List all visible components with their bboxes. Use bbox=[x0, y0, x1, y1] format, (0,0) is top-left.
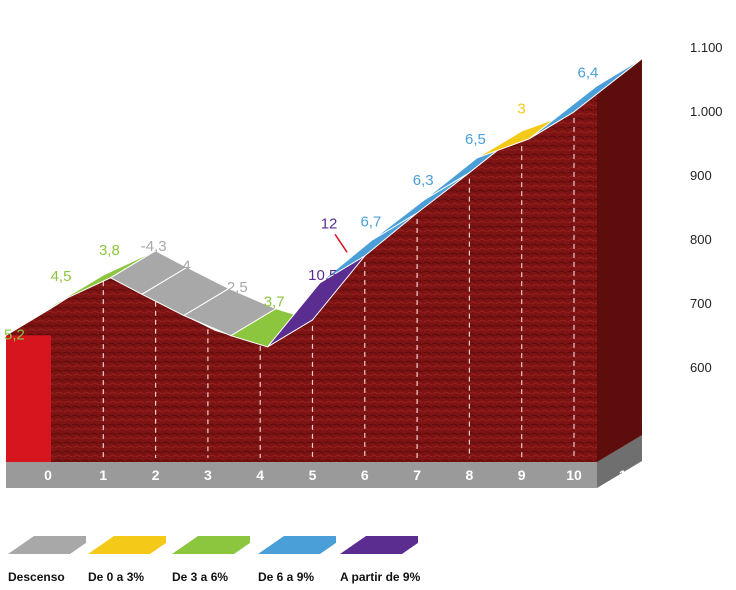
km-tick-label: 10 bbox=[566, 467, 582, 483]
km-tick-label: 8 bbox=[466, 467, 474, 483]
gradient-legend: Descenso De 0 a 3% De 3 a 6% De 6 a 9% A par… bbox=[0, 532, 736, 590]
gradient-label: 6,4 bbox=[577, 64, 598, 81]
gradient-label: 6,7 bbox=[360, 213, 381, 230]
altitude-tick-label: 900 bbox=[690, 168, 712, 183]
legend-swatch bbox=[172, 536, 250, 554]
gradient-segments bbox=[5, 58, 643, 348]
gradient-label: 3 bbox=[517, 100, 525, 117]
profile-front-face bbox=[6, 85, 597, 462]
legend-swatch bbox=[258, 536, 336, 554]
altitude-tick-label: 800 bbox=[690, 232, 712, 247]
gradient-label: -4 bbox=[177, 257, 190, 274]
legend-swatch-shape bbox=[172, 536, 250, 554]
altitude-tick-labels: 600 700 800 900 1.000 1.100 bbox=[690, 40, 723, 375]
gradient-label: -4,3 bbox=[141, 238, 167, 255]
gradient-label: -2,5 bbox=[222, 279, 248, 296]
legend-swatch-shape bbox=[88, 536, 166, 554]
km-tick-labels: 0 1 2 3 4 5 6 7 8 9 10 11 bbox=[44, 467, 634, 483]
legend-label: Descenso bbox=[8, 570, 65, 584]
km-tick-label: 2 bbox=[152, 467, 160, 483]
km-tick-label: 3 bbox=[204, 467, 212, 483]
km-tick-label: 11 bbox=[619, 467, 634, 483]
gradient-label: 3,7 bbox=[264, 293, 285, 310]
km-tick-label: 5 bbox=[309, 467, 317, 483]
km-tick-label: 0 bbox=[44, 467, 52, 483]
km-tick-label: 1 bbox=[99, 467, 107, 483]
km-tick-label: 7 bbox=[413, 467, 421, 483]
gradient-label: 6,3 bbox=[413, 172, 434, 189]
gradient-label: 6,5 bbox=[465, 131, 486, 148]
altitude-profile-chart: 5,2 4,5 3,8 -4,3 -4 -2,5 3,7 10,5 6,7 6,3 6,5 3 6,4 1… bbox=[4, 40, 723, 488]
legend-label: De 3 a 6% bbox=[172, 570, 229, 584]
gradient-labels: 5,2 4,5 3,8 -4,3 -4 -2,5 3,7 10,5 6,7 6,3 6,5 3 6,4 1… bbox=[4, 64, 598, 343]
legend-swatch-shape bbox=[258, 536, 336, 554]
gradient-label: 10,5 bbox=[308, 267, 337, 284]
base-front bbox=[6, 462, 597, 488]
legend-swatch-shape bbox=[8, 536, 86, 554]
base-end bbox=[596, 435, 642, 488]
legend-label: A partir de 9% bbox=[340, 570, 421, 584]
altitude-tick-label: 1.000 bbox=[690, 104, 723, 119]
profile-end-face bbox=[596, 58, 642, 462]
km-tick-label: 9 bbox=[518, 467, 526, 483]
legend-swatch bbox=[340, 536, 418, 554]
gradient-segment bbox=[528, 58, 643, 140]
profile-start-face bbox=[6, 335, 51, 462]
altitude-tick-label: 1.100 bbox=[690, 40, 723, 55]
legend-swatch bbox=[8, 536, 86, 554]
altitude-tick-label: 600 bbox=[690, 360, 712, 375]
km-tick-label: 6 bbox=[361, 467, 369, 483]
km-tick-label: 4 bbox=[256, 467, 264, 483]
legend-swatch-shape bbox=[340, 536, 418, 554]
gradient-label: 3,8 bbox=[99, 242, 120, 259]
gradient-label: 5,2 bbox=[4, 326, 25, 343]
legend-label: De 0 a 3% bbox=[88, 570, 145, 584]
profile-body bbox=[6, 58, 642, 462]
gradient-label: 4,5 bbox=[51, 268, 72, 285]
altitude-tick-label: 700 bbox=[690, 296, 712, 311]
legend-label: De 6 a 9% bbox=[258, 570, 315, 584]
gradient-annotation: 12 bbox=[321, 215, 338, 232]
legend-swatch bbox=[88, 536, 166, 554]
annotation-arrow bbox=[334, 233, 348, 253]
